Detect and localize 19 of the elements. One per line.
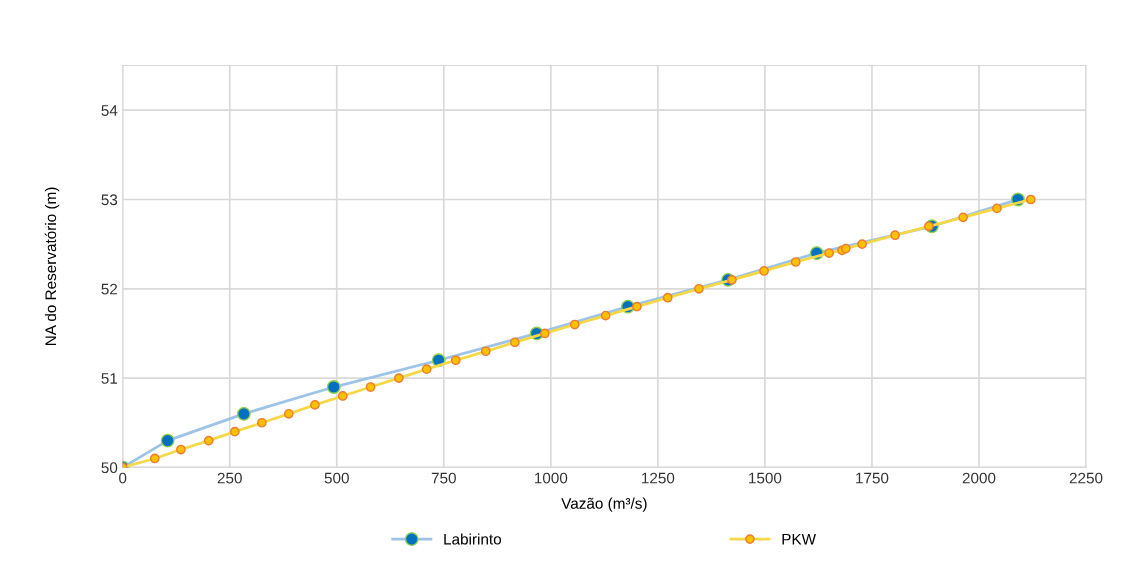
x-tick-label: 750 <box>431 472 456 484</box>
y-tick-label: 52 <box>101 283 118 295</box>
y-tick-label: 51 <box>101 373 118 384</box>
legend-label: PKW <box>782 533 816 545</box>
x-tick-label: 1000 <box>535 472 568 484</box>
y-tick-label: 53 <box>101 194 118 206</box>
y-tick-label: 50 <box>101 462 118 474</box>
x-tick-label: 1500 <box>749 472 782 484</box>
x-tick-label: 2250 <box>1069 472 1103 484</box>
y-tick-label: 54 <box>101 105 118 116</box>
x-tick-label: 1250 <box>642 472 675 484</box>
x-tick-label: 0 <box>119 472 127 484</box>
x-tick-label: 2000 <box>962 472 996 484</box>
x-axis-title: Vazão (m³/s) <box>561 497 647 512</box>
x-tick-label: 1750 <box>856 472 889 484</box>
x-tick-label: 500 <box>324 472 349 484</box>
legend-label: Labirinto <box>444 533 502 545</box>
x-tick-label: 250 <box>217 472 242 484</box>
y-axis-title: NA do Reservatório (m) <box>44 187 60 346</box>
